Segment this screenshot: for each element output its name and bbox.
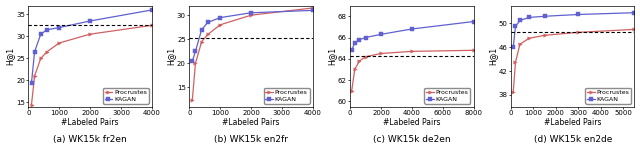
Line: KAGAN: KAGAN [191,9,314,63]
Procrustes [56,42,63,44]
Title: (a) WK15k fr2en: (a) WK15k fr2en [53,135,127,144]
KAGAN [37,33,45,35]
KAGAN [408,28,416,30]
KAGAN [630,12,638,14]
KAGAN [525,16,532,18]
Procrustes [516,43,524,45]
Y-axis label: H@1: H@1 [6,47,15,65]
Legend: Procrustes, KAGAN: Procrustes, KAGAN [424,88,470,104]
Procrustes [37,57,45,59]
Title: (b) WK15k en2fr: (b) WK15k en2fr [214,135,288,144]
Y-axis label: H@1: H@1 [488,47,497,65]
Line: KAGAN: KAGAN [350,20,476,52]
X-axis label: #Labeled Pairs: #Labeled Pairs [383,118,440,127]
KAGAN [351,42,358,44]
Procrustes [408,50,416,52]
Procrustes [309,7,317,9]
Procrustes [509,91,517,93]
Y-axis label: H@1: H@1 [166,47,175,65]
Title: (c) WK15k de2en: (c) WK15k de2en [373,135,451,144]
Line: Procrustes: Procrustes [191,6,314,101]
KAGAN [56,27,63,29]
KAGAN [470,21,477,22]
Procrustes [191,62,199,64]
KAGAN [348,49,356,51]
X-axis label: #Labeled Pairs: #Labeled Pairs [222,118,280,127]
KAGAN [247,12,255,14]
Procrustes [148,24,156,26]
KAGAN [216,17,224,19]
X-axis label: #Labeled Pairs: #Labeled Pairs [544,118,602,127]
Legend: Procrustes, KAGAN: Procrustes, KAGAN [586,88,631,104]
Procrustes [43,51,51,53]
KAGAN [377,33,385,35]
Procrustes [198,41,205,43]
Line: KAGAN: KAGAN [30,8,154,84]
Procrustes [525,37,532,39]
Procrustes [216,24,224,26]
KAGAN [541,15,548,17]
Line: KAGAN: KAGAN [511,11,636,49]
Procrustes [511,61,519,63]
KAGAN [191,50,199,52]
Procrustes [189,99,196,100]
X-axis label: #Labeled Pairs: #Labeled Pairs [61,118,119,127]
Procrustes [362,56,369,58]
Procrustes [204,34,212,35]
Procrustes [630,28,638,30]
KAGAN [516,19,524,21]
Procrustes [377,53,385,54]
Procrustes [541,34,548,36]
Legend: Procrustes, KAGAN: Procrustes, KAGAN [103,88,148,104]
Procrustes [86,33,94,35]
KAGAN [575,14,582,15]
KAGAN [148,9,156,11]
KAGAN [189,60,196,62]
Procrustes [575,31,582,33]
KAGAN [86,20,94,22]
Procrustes [351,69,358,70]
Procrustes [470,49,477,51]
Line: Procrustes: Procrustes [511,28,636,94]
Line: Procrustes: Procrustes [30,24,154,106]
KAGAN [509,46,517,48]
KAGAN [43,29,51,31]
Legend: Procrustes, KAGAN: Procrustes, KAGAN [264,88,310,104]
Procrustes [247,14,255,16]
KAGAN [31,51,38,53]
KAGAN [356,39,364,41]
Title: (d) WK15k en2de: (d) WK15k en2de [534,135,612,144]
Procrustes [28,104,35,106]
KAGAN [28,82,35,84]
Y-axis label: H@1: H@1 [327,47,336,65]
Procrustes [31,75,38,77]
KAGAN [198,29,205,31]
KAGAN [204,22,212,23]
Line: Procrustes: Procrustes [350,49,476,92]
KAGAN [362,37,369,38]
KAGAN [511,25,519,27]
KAGAN [309,9,317,11]
Procrustes [356,60,364,62]
Procrustes [348,90,356,92]
